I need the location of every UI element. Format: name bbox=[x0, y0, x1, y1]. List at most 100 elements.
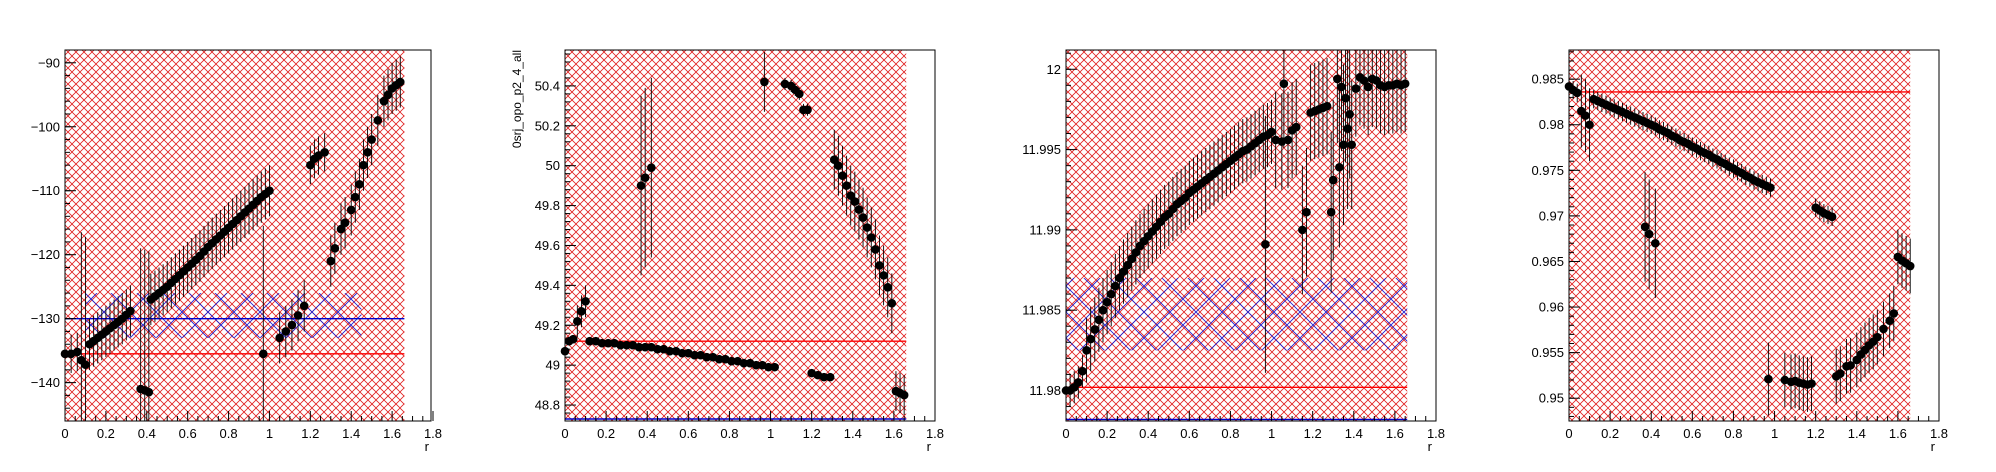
data-point bbox=[1090, 325, 1100, 334]
data-point bbox=[1322, 101, 1332, 111]
data-point bbox=[320, 148, 329, 157]
y-tick-label: 50.4 bbox=[535, 78, 560, 93]
data-point bbox=[1827, 212, 1837, 222]
data-point bbox=[866, 233, 876, 242]
y-tick-label: 11.99 bbox=[1029, 222, 1061, 237]
data-point bbox=[379, 96, 389, 106]
x-tick-label: 1 bbox=[767, 426, 774, 441]
data-point bbox=[887, 299, 897, 308]
x-tick-label: 1.6 bbox=[383, 426, 401, 441]
data-point bbox=[714, 354, 724, 364]
y-tick-label: 0.965 bbox=[1531, 254, 1564, 269]
data-point bbox=[1261, 240, 1270, 249]
x-tick-label: 0.4 bbox=[1642, 426, 1660, 441]
data-point bbox=[1298, 225, 1307, 235]
data-point bbox=[1581, 111, 1590, 120]
x-tick-label: 0.6 bbox=[679, 426, 697, 441]
data-point bbox=[854, 205, 864, 214]
data-point bbox=[770, 362, 779, 372]
y-tick-label: 49 bbox=[546, 358, 560, 373]
data-point bbox=[1341, 93, 1350, 103]
data-point bbox=[1302, 207, 1311, 217]
data-point bbox=[795, 89, 804, 99]
data-point bbox=[581, 297, 590, 306]
data-point bbox=[819, 372, 829, 382]
y-tick-label: 11.995 bbox=[1022, 142, 1061, 157]
data-point bbox=[875, 261, 884, 270]
x-tick-label: 0 bbox=[1062, 426, 1069, 441]
data-point bbox=[1879, 324, 1888, 334]
x-tick-label: 1.8 bbox=[424, 426, 442, 441]
y-tick-label: 0.975 bbox=[1531, 163, 1564, 178]
data-point bbox=[597, 338, 607, 348]
data-point bbox=[1347, 140, 1357, 150]
data-point bbox=[293, 311, 303, 320]
y-tick-label: 49.6 bbox=[535, 238, 560, 253]
data-point bbox=[1279, 79, 1289, 89]
data-point bbox=[1873, 332, 1882, 342]
data-point bbox=[858, 213, 868, 222]
data-point bbox=[1106, 289, 1116, 299]
x-tick-label: 0.2 bbox=[1098, 426, 1116, 441]
x-tick-label: 0 bbox=[1565, 426, 1572, 441]
data-point bbox=[603, 338, 613, 348]
y-tick-label: 49.2 bbox=[535, 318, 560, 333]
data-point bbox=[616, 340, 625, 350]
data-point bbox=[336, 224, 346, 234]
data-point bbox=[1291, 122, 1301, 132]
data-point bbox=[899, 390, 909, 400]
data-point bbox=[1131, 248, 1141, 257]
x-tick-label: 1.6 bbox=[885, 426, 903, 441]
data-point bbox=[760, 77, 769, 87]
data-point bbox=[367, 135, 376, 144]
x-tick-label: 1.8 bbox=[1427, 426, 1445, 441]
data-point bbox=[634, 342, 644, 352]
y-axis-label: 0srj_opo_p2_4_all bbox=[510, 50, 524, 148]
x-tick-label: 0 bbox=[561, 426, 568, 441]
data-point bbox=[1115, 273, 1124, 283]
data-point bbox=[81, 360, 90, 370]
data-point bbox=[647, 163, 656, 172]
data-point bbox=[346, 205, 356, 215]
data-point bbox=[1351, 84, 1361, 93]
data-point bbox=[1343, 124, 1352, 133]
x-axis-label: r bbox=[1931, 439, 1936, 454]
data-point bbox=[862, 223, 872, 232]
x-tick-label: 1.8 bbox=[1930, 426, 1948, 441]
data-point bbox=[144, 387, 154, 397]
x-tick-label: 0.4 bbox=[638, 426, 656, 441]
data-point bbox=[330, 243, 340, 253]
x-tick-label: 1.2 bbox=[1807, 426, 1825, 441]
data-point bbox=[1885, 316, 1894, 326]
data-point bbox=[702, 352, 712, 362]
data-point bbox=[829, 155, 839, 165]
x-tick-label: 0.2 bbox=[1601, 426, 1619, 441]
data-point bbox=[1640, 222, 1650, 232]
data-point bbox=[1337, 82, 1346, 92]
x-tick-label: 0.4 bbox=[138, 426, 156, 441]
data-point bbox=[373, 116, 383, 125]
x-tick-label: 0.8 bbox=[720, 426, 738, 441]
y-tick-label: 11.98 bbox=[1029, 383, 1061, 398]
red-uncertainty-band bbox=[565, 50, 907, 421]
data-point bbox=[1078, 366, 1087, 376]
data-point bbox=[259, 349, 268, 359]
red-uncertainty-band bbox=[65, 50, 405, 421]
data-point bbox=[871, 245, 880, 254]
data-point bbox=[265, 186, 274, 196]
data-point bbox=[846, 191, 856, 200]
data-point bbox=[1086, 334, 1095, 344]
x-tick-label: 1.8 bbox=[926, 426, 944, 441]
red-uncertainty-band bbox=[1569, 50, 1911, 421]
x-tick-label: 0.6 bbox=[1683, 426, 1701, 441]
data-point bbox=[72, 347, 82, 357]
blue-uncertainty-band bbox=[1066, 278, 1408, 351]
y-tick-label: −90 bbox=[38, 55, 60, 70]
data-point bbox=[306, 160, 315, 170]
data-point bbox=[665, 346, 675, 356]
data-point bbox=[834, 161, 843, 170]
y-tick-label: 0.98 bbox=[1539, 117, 1564, 132]
data-point bbox=[1082, 346, 1091, 355]
y-tick-label: −140 bbox=[31, 375, 60, 390]
data-point bbox=[842, 181, 851, 190]
